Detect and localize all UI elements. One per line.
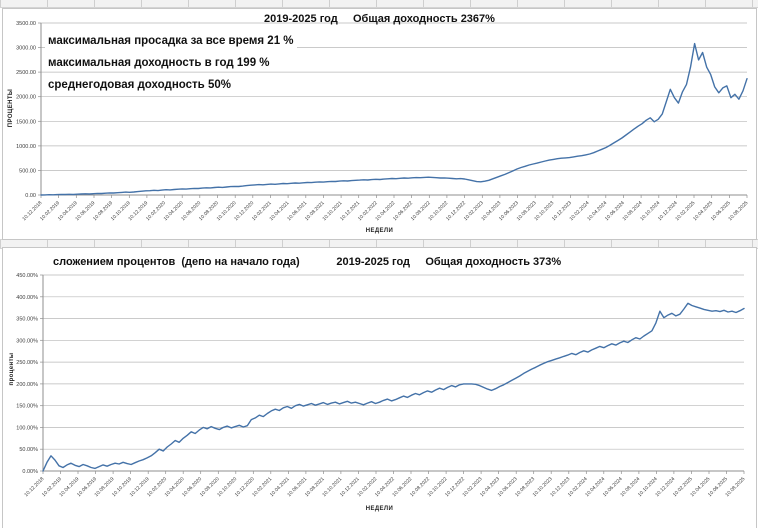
y-axis-title: ПРОЦЕНТЫ	[8, 88, 14, 128]
y-tick-label: 50.00%	[19, 447, 38, 453]
y-tick-label: 1000.00	[16, 144, 36, 150]
data-series-line	[40, 42, 748, 196]
y-tick-label: 3000.00	[16, 46, 36, 52]
y-tick-label: 1500.00	[16, 119, 36, 125]
axes	[42, 275, 744, 472]
chart-title: 2019-2025 год Общая доходность 2367%	[264, 13, 495, 25]
chart-total-return-frame[interactable]: 3500.00 3000.00 2500.00 2000.00 1500.00 1000.…	[2, 8, 757, 240]
axes	[40, 23, 747, 196]
y-tick-label: 100.00%	[16, 425, 38, 431]
line-chart-total-return: 3500.00 3000.00 2500.00 2000.00 1500.00 1000.…	[16, 21, 750, 222]
x-tick-labels: 10.12.201810.02.201910.04.201910.06.2019…	[21, 195, 750, 222]
chart-compound-return-frame[interactable]: 450.00% 400.00% 350.00% 300.00% 250.00% 200.0…	[2, 247, 757, 528]
gridlines: 450.00% 400.00% 350.00% 300.00% 250.00% 200.0…	[16, 273, 744, 475]
x-axis-title: НЕДЕЛИ	[365, 506, 394, 512]
y-tick-label: 500.00	[19, 168, 36, 174]
y-tick-label: 250.00%	[16, 360, 38, 366]
spreadsheet-row-band-top	[0, 0, 758, 8]
y-tick-label: 300.00%	[16, 338, 38, 344]
y-tick-label: 0.00	[25, 193, 36, 199]
annotation-max-drawdown: максимальная просадка за все время 21 %	[45, 34, 297, 48]
y-tick-label: 450.00%	[16, 273, 38, 279]
chart-title: сложением процентов (депо на начало года…	[53, 256, 562, 268]
y-tick-label: 200.00%	[16, 382, 38, 388]
y-axis-title: проценты	[9, 352, 15, 386]
y-tick-label: 0.00%	[22, 469, 38, 475]
y-tick-label: 150.00%	[16, 404, 38, 410]
y-tick-label: 400.00%	[16, 295, 38, 301]
x-axis-title: НЕДЕЛИ	[365, 228, 394, 234]
y-tick-label: 2500.00	[16, 70, 36, 76]
data-series-line	[42, 302, 745, 472]
x-tick-label: 10.08.2025	[727, 200, 749, 222]
line-chart-compound-return: 450.00% 400.00% 350.00% 300.00% 250.00% 200.0…	[16, 273, 747, 498]
x-tick-labels: 10.12.201810.02.201910.04.201910.06.2019…	[23, 471, 747, 498]
y-tick-label: 350.00%	[16, 317, 38, 323]
y-tick-label: 3500.00	[16, 21, 36, 27]
annotation-avg-year-return: среднегодовая доходность 50%	[45, 78, 234, 92]
y-tick-label: 2000.00	[16, 95, 36, 101]
annotation-max-year-return: максимальная доходность в год 199 %	[45, 56, 273, 70]
